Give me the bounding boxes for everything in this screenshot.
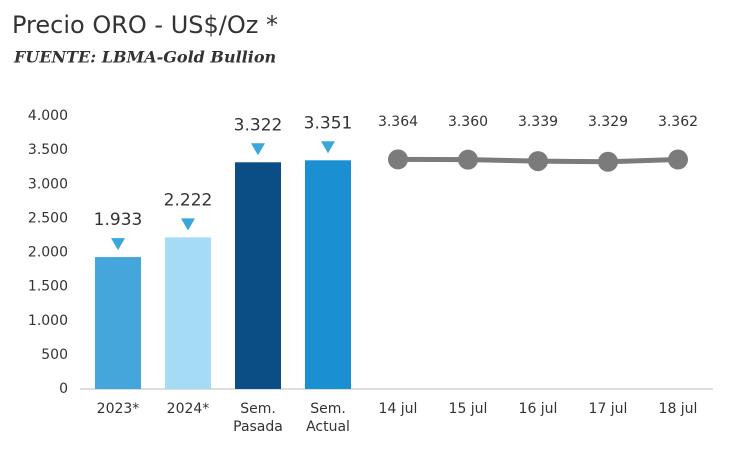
y-tick-label: 3.500 xyxy=(28,142,68,158)
bar-marker xyxy=(181,218,195,231)
data-label: 1.933 xyxy=(94,210,143,230)
x-tick-label: 2024* xyxy=(166,401,210,417)
line-point xyxy=(388,149,408,170)
y-tick-label: 4.000 xyxy=(28,108,68,124)
data-label: 2.222 xyxy=(164,190,213,210)
data-label: 3.364 xyxy=(378,114,418,130)
x-tick-label: 2023* xyxy=(96,401,140,417)
bar-marker xyxy=(111,238,125,251)
y-tick-label: 1.000 xyxy=(28,313,68,329)
y-tick-label: 3.000 xyxy=(28,176,68,192)
x-tick-label: Sem. Pasada xyxy=(233,401,283,435)
bar-marker xyxy=(321,141,335,154)
line-point xyxy=(528,151,548,172)
line-point xyxy=(598,151,618,172)
x-tick-label: 16 jul xyxy=(518,401,558,417)
data-label: 3.351 xyxy=(304,113,353,133)
bar xyxy=(305,160,351,389)
data-label: 3.339 xyxy=(518,114,558,130)
x-tick-label: 15 jul xyxy=(448,401,488,417)
bar xyxy=(95,257,141,389)
data-label: 3.360 xyxy=(448,114,488,130)
y-tick-label: 0 xyxy=(59,381,68,397)
y-tick-label: 500 xyxy=(41,347,68,363)
data-label: 3.329 xyxy=(588,114,628,130)
data-label: 3.362 xyxy=(658,114,698,130)
bar xyxy=(235,162,281,389)
line-point xyxy=(458,149,478,170)
bar xyxy=(165,237,211,389)
x-tick-label: Sem. Actual xyxy=(306,401,350,435)
y-tick-label: 2.500 xyxy=(28,210,68,226)
y-tick-label: 1.500 xyxy=(28,279,68,295)
chart-subtitle: FUENTE: LBMA-Gold Bullion xyxy=(13,48,276,67)
x-tick-label: 18 jul xyxy=(658,401,698,417)
line-point xyxy=(668,149,688,170)
chart-title: Precio ORO - US$/Oz * xyxy=(12,11,278,39)
bar-marker xyxy=(251,143,265,156)
data-label: 3.322 xyxy=(234,115,283,135)
x-tick-label: 17 jul xyxy=(588,401,628,417)
y-tick-label: 2.000 xyxy=(28,245,68,261)
x-tick-label: 14 jul xyxy=(378,401,418,417)
